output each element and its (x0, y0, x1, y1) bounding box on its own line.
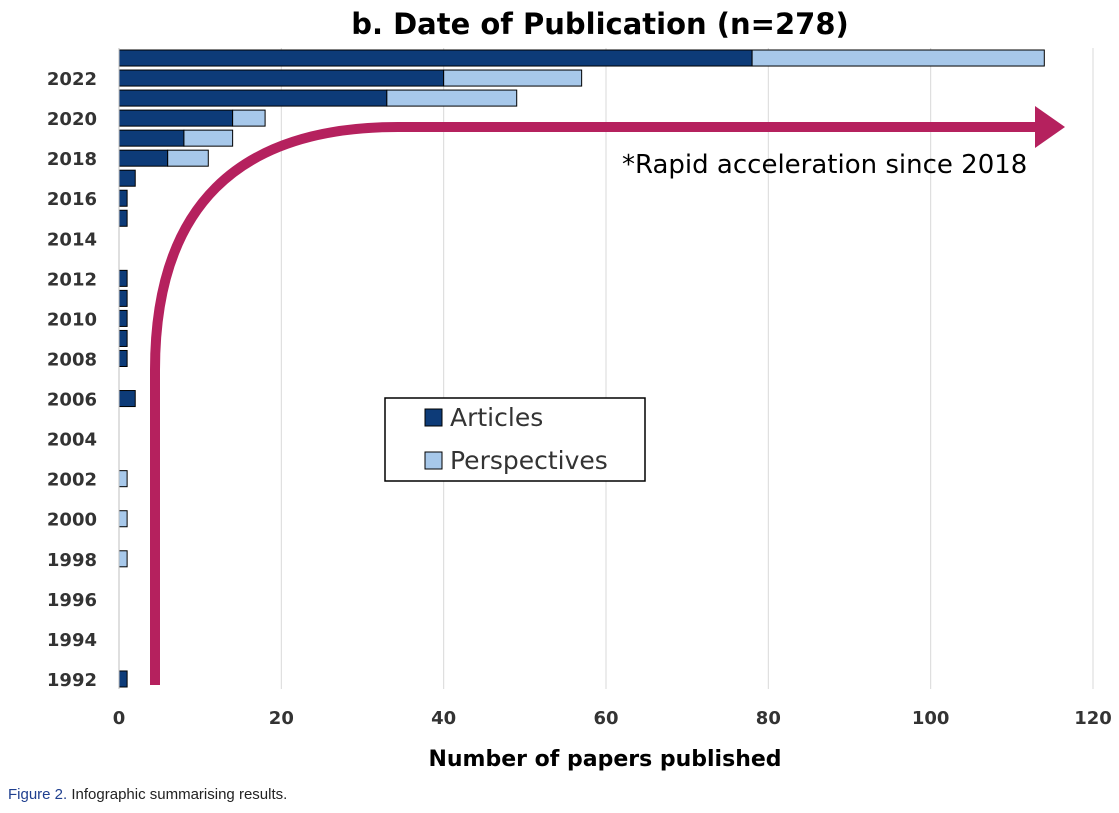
bar-articles-2015 (118, 209, 128, 227)
bar-articles-2011 (118, 289, 128, 307)
gridlines (280, 48, 1094, 689)
bar-perspectives-2018 (167, 149, 209, 167)
y-tick-label: 2006 (47, 390, 97, 411)
x-tick-label: 20 (269, 708, 294, 729)
y-tick-label: 1998 (47, 550, 97, 571)
bar-articles-2012 (118, 269, 128, 287)
y-tick-label: 2004 (47, 430, 97, 451)
legend-label-articles: Articles (450, 403, 543, 432)
bar-articles-2021 (118, 89, 388, 107)
chart: b. Date of Publication (n=278) 199219941… (47, 7, 1112, 772)
bar-articles-2006 (118, 390, 136, 408)
bar-articles-2020 (118, 109, 234, 127)
y-tick-label: 2002 (47, 470, 97, 491)
bar-articles-2019 (118, 129, 185, 147)
x-tick-label: 120 (1074, 708, 1112, 729)
acceleration-annotation: *Rapid acceleration since 2018 (622, 150, 1027, 180)
y-axis-ticks: 1992 1994 1996 1998 2000 2002 2004 2006 2008 2010… (47, 69, 97, 691)
bar-articles-1992 (118, 670, 128, 688)
bars (118, 49, 1045, 688)
x-axis-label: Number of papers published (428, 747, 781, 772)
bar-perspectives-2020 (232, 109, 266, 127)
figure-caption-text: Infographic summarising results. (71, 786, 288, 803)
bar-articles-2009 (118, 329, 128, 347)
bar-perspectives-2002 (118, 470, 128, 488)
y-tick-label: 2014 (47, 229, 97, 250)
y-tick-label: 1992 (47, 670, 97, 691)
bar-perspectives-2000 (118, 510, 128, 528)
legend-swatch-perspectives (424, 451, 443, 470)
chart-title: b. Date of Publication (n=278) (351, 7, 849, 41)
legend-swatch-articles (424, 408, 443, 427)
y-tick-label: 2022 (47, 69, 97, 90)
legend-label-perspectives: Perspectives (450, 446, 608, 475)
legend: Articles Perspectives (384, 397, 646, 482)
bar-articles-2016 (118, 189, 128, 207)
bar-perspectives-2023 (751, 49, 1045, 67)
acceleration-arrow-head (1035, 106, 1065, 148)
bar-perspectives-2021 (386, 89, 518, 107)
x-axis-ticks: 0 20 40 60 80 100 120 (113, 708, 1112, 729)
figure-caption: Figure 2. Infographic summarising result… (8, 786, 287, 803)
bar-articles-2018 (118, 149, 169, 167)
bar-articles-2023 (118, 49, 753, 67)
bar-perspectives-2019 (183, 129, 234, 147)
y-tick-label: 2012 (47, 269, 97, 290)
y-tick-label: 2008 (47, 349, 97, 370)
bar-articles-2017 (118, 169, 136, 187)
bar-articles-2010 (118, 309, 128, 327)
bar-perspectives-2022 (443, 69, 583, 87)
figure-label: Figure 2. (8, 786, 68, 803)
bar-articles-2022 (118, 69, 445, 87)
y-tick-label: 2000 (47, 510, 97, 531)
x-tick-label: 80 (756, 708, 781, 729)
y-tick-label: 2016 (47, 189, 97, 210)
y-tick-label: 2018 (47, 149, 97, 170)
bar-articles-2008 (118, 349, 128, 367)
x-tick-label: 100 (912, 708, 950, 729)
y-tick-label: 2010 (47, 309, 97, 330)
x-tick-label: 40 (431, 708, 456, 729)
acceleration-arrow-curve (150, 122, 1035, 685)
bar-perspectives-1998 (118, 550, 128, 568)
y-tick-label: 1996 (47, 590, 97, 611)
x-tick-label: 0 (113, 708, 126, 729)
y-tick-label: 2020 (47, 109, 97, 130)
y-tick-label: 1994 (47, 630, 97, 651)
x-tick-label: 60 (593, 708, 618, 729)
